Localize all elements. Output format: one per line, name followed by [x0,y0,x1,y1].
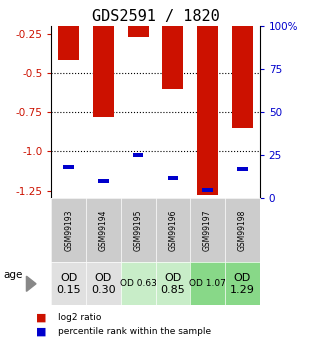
Text: GSM99194: GSM99194 [99,209,108,251]
Text: GSM99193: GSM99193 [64,209,73,251]
Bar [162,0,183,89]
Bar [232,0,253,128]
Text: OD
0.30: OD 0.30 [91,273,116,295]
Text: age: age [3,270,22,280]
Bar [202,188,213,192]
Text: GDS2591 / 1820: GDS2591 / 1820 [92,9,219,23]
Bar [98,179,109,183]
Text: percentile rank within the sample: percentile rank within the sample [58,327,211,336]
Bar [128,0,149,37]
Text: GSM99198: GSM99198 [238,210,247,251]
Text: GSM99196: GSM99196 [168,209,177,251]
Text: log2 ratio: log2 ratio [58,313,101,322]
Polygon shape [26,276,36,291]
Text: OD
1.29: OD 1.29 [230,273,255,295]
Bar [197,0,218,195]
Bar [58,0,79,60]
Bar [133,153,143,157]
Bar [237,167,248,171]
Text: ■: ■ [36,326,46,336]
Bar [168,176,178,180]
Text: OD
0.85: OD 0.85 [160,273,185,295]
Text: GSM99195: GSM99195 [134,209,143,251]
Text: GSM99197: GSM99197 [203,209,212,251]
Bar [63,165,74,169]
Text: ■: ■ [36,313,46,322]
Text: OD 0.63: OD 0.63 [120,279,156,288]
Text: OD 1.07: OD 1.07 [189,279,226,288]
Bar [93,0,114,117]
Text: OD
0.15: OD 0.15 [56,273,81,295]
